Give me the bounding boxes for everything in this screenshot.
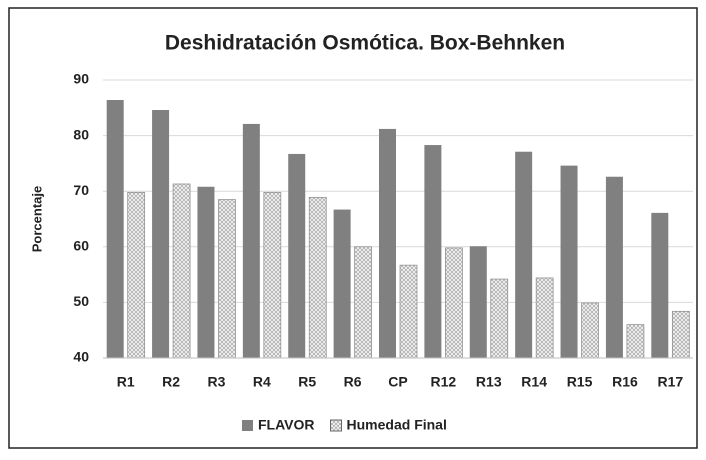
bar [127, 191, 146, 359]
x-tick-label: R17 [657, 374, 683, 390]
x-tick-label: R1 [117, 374, 135, 390]
bar [651, 212, 669, 358]
bar [515, 151, 533, 358]
y-tick-label: 80 [73, 126, 89, 142]
bar [106, 100, 124, 359]
x-tick-label: R16 [612, 374, 638, 390]
bar [535, 277, 554, 359]
bar [263, 191, 282, 359]
bar [308, 196, 327, 359]
y-tick-label: 50 [73, 293, 89, 309]
bar [288, 153, 306, 358]
y-tick-label: 40 [73, 349, 89, 365]
bar [197, 186, 215, 358]
legend-label: Humedad Final [347, 417, 447, 433]
x-tick-label: R15 [567, 374, 593, 390]
bar [399, 264, 418, 359]
chart-title: Deshidratación Osmótica. Box-Behnken [165, 32, 565, 55]
y-tick-label: 90 [73, 71, 89, 87]
bar [424, 145, 442, 358]
bar [490, 278, 509, 359]
bar [581, 302, 599, 359]
bar [445, 247, 463, 359]
x-tick-label: R3 [208, 374, 226, 390]
x-tick-label: CP [388, 374, 407, 390]
bar [242, 123, 260, 358]
x-tick-label: R14 [521, 374, 547, 390]
x-tick-label: R5 [298, 374, 316, 390]
y-tick-label: 60 [73, 238, 89, 254]
bar [626, 324, 645, 359]
x-tick-label: R12 [431, 374, 457, 390]
y-tick-label: 70 [73, 182, 89, 198]
x-tick-label: R6 [344, 374, 362, 390]
bar [354, 246, 372, 359]
bar [379, 128, 396, 358]
bar [671, 310, 690, 359]
bar [333, 209, 351, 358]
bar [172, 183, 191, 359]
legend-swatch [330, 419, 343, 432]
legend-swatch [242, 420, 253, 431]
bar [605, 176, 623, 358]
x-tick-label: R2 [162, 374, 180, 390]
bar [152, 110, 170, 358]
bar [560, 165, 578, 358]
bar [218, 199, 236, 359]
legend-label: FLAVOR [258, 417, 315, 433]
bar [469, 246, 487, 358]
y-axis-label: Porcentaje [29, 186, 44, 252]
x-tick-label: R13 [476, 374, 502, 390]
x-tick-label: R4 [253, 374, 271, 390]
